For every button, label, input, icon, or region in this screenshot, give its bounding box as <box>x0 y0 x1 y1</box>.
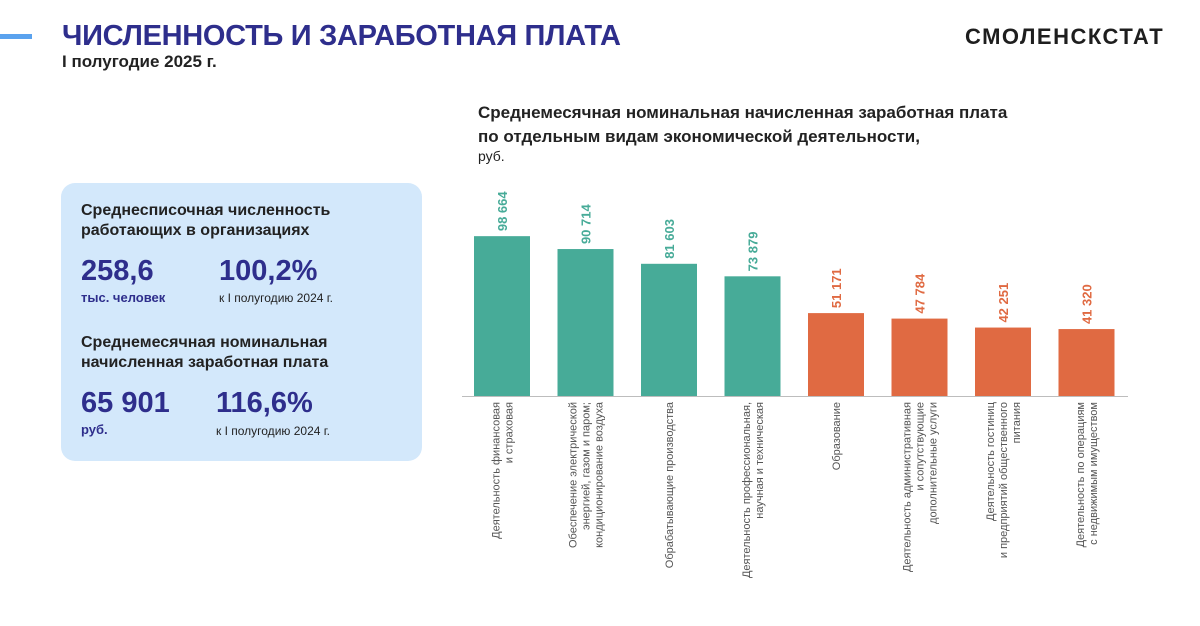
salary-heading: Среднемесячная номинальная начисленная з… <box>81 333 421 373</box>
category-label-line: Деятельность профессиональная, <box>741 402 753 578</box>
chart-unit: руб. <box>478 148 505 164</box>
category-label-line: научная и техническая <box>754 402 766 519</box>
category-label-line: Деятельность по операциям <box>1075 402 1087 547</box>
category-label-line: Деятельность гостиниц <box>985 401 997 521</box>
category-label-line: Деятельность финансовая <box>491 402 503 539</box>
bar <box>641 263 697 396</box>
salary-heading-line: Среднемесячная номинальная <box>81 334 328 351</box>
chart-title: Среднемесячная номинальная начисленная з… <box>478 101 1007 149</box>
bar <box>1058 329 1115 396</box>
category-label-line: кондиционирование воздуха <box>594 401 606 548</box>
logo: СМОЛЕНСКСТАТ <box>965 24 1165 49</box>
employees-comparison: к I полугодию 2024 г. <box>219 291 333 305</box>
salary-heading-line: начисленная заработная плата <box>81 354 329 371</box>
employees-unit: тыс. человек <box>81 290 166 305</box>
category-label-line: с недвижимым имуществом <box>1088 402 1100 545</box>
category-label-line: и страховая <box>504 402 516 463</box>
page-title: ЧИСЛЕННОСТЬ И ЗАРАБОТНАЯ ПЛАТА <box>62 20 621 52</box>
category-label-line: энергией, газом и паром; <box>581 402 593 530</box>
bar-value-label: 47 784 <box>913 273 928 314</box>
bar <box>808 313 864 396</box>
bar-value-label: 90 714 <box>579 204 594 245</box>
bar-value-label: 51 171 <box>829 268 844 308</box>
employees-heading-line: работающих в организациях <box>81 222 310 239</box>
stats-card: Среднесписочная численность работающих в… <box>61 183 422 461</box>
bar <box>891 318 948 396</box>
bar <box>474 236 530 396</box>
bar-value-label: 98 664 <box>495 191 510 232</box>
accent-line <box>0 34 32 39</box>
salary-percent: 116,6% <box>216 387 313 419</box>
category-label-line: питания <box>1011 402 1023 443</box>
bar <box>557 249 614 396</box>
employees-percent: 100,2% <box>219 255 318 287</box>
category-label-line: Обеспечение электрической <box>568 402 580 548</box>
salary-value: 65 901 <box>81 387 170 419</box>
bar-value-label: 42 251 <box>996 283 1011 323</box>
bar-value-label: 81 603 <box>662 219 677 259</box>
salary-unit: руб. <box>81 422 108 437</box>
bar <box>724 276 781 396</box>
employees-heading: Среднесписочная численность работающих в… <box>81 201 421 241</box>
chart-title-line: по отдельным видам экономической деятель… <box>478 127 920 146</box>
employees-heading-line: Среднесписочная численность <box>81 202 331 219</box>
category-label-line: и предприятий общественного <box>998 402 1010 558</box>
salary-comparison: к I полугодию 2024 г. <box>216 424 330 438</box>
bar-value-label: 41 320 <box>1080 284 1095 324</box>
category-label-line: Деятельность административная <box>902 402 914 572</box>
page-subtitle: I полугодие 2025 г. <box>62 52 217 71</box>
chart-title-line: Среднемесячная номинальная начисленная з… <box>478 103 1008 122</box>
category-label-line: и сопутствующие <box>915 402 927 491</box>
employees-value: 258,6 <box>81 255 154 287</box>
category-label-line: дополнительные услуги <box>928 402 940 524</box>
bar <box>975 327 1031 396</box>
category-label-line: Образование <box>831 402 843 470</box>
bar-value-label: 73 879 <box>746 232 761 272</box>
category-label-line: Обрабатывающие производства <box>664 401 676 568</box>
